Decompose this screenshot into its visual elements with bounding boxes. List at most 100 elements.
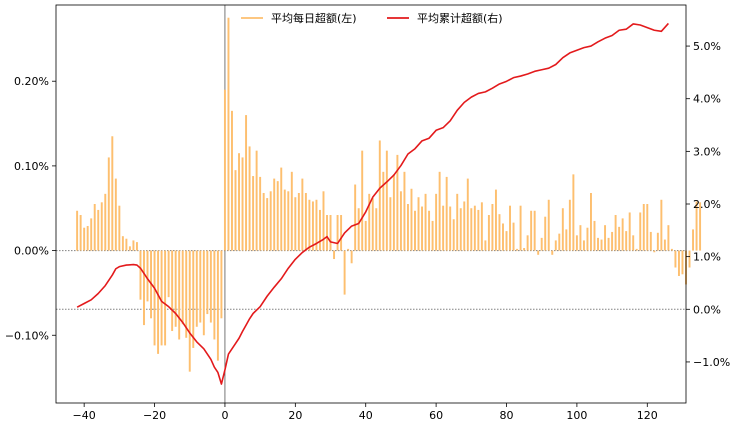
bar-day-134: [695, 201, 698, 251]
bar-day-117: [635, 248, 638, 251]
bar-day-126: [667, 225, 670, 251]
bar-day--28: [125, 238, 128, 251]
bar-day-127: [670, 248, 673, 251]
bar-day--2: [216, 250, 219, 361]
bar-day--38: [90, 218, 93, 251]
bar-day-121: [649, 231, 652, 251]
bar-day-57: [424, 193, 427, 251]
bar-day-31: [333, 250, 336, 260]
y-right-tick-label-5: 4.0%: [693, 93, 721, 106]
y-left-axis-ticks: −0.10% 0.00% 0.10% 0.20%: [5, 75, 56, 342]
bar-day--42: [76, 210, 79, 251]
bar-day-112: [618, 226, 621, 251]
bar-day-20: [294, 197, 297, 251]
bar-day--37: [93, 204, 96, 251]
bar-day-11: [262, 192, 265, 251]
bar-day-81: [509, 205, 511, 251]
bar-day--39: [86, 226, 89, 251]
bar-day-133: [692, 229, 695, 251]
bar-day-54: [414, 210, 416, 251]
bar-day-92: [547, 199, 550, 251]
x-tick-label-3: 20: [288, 409, 302, 422]
y-right-tick-label-1: 0.0%: [693, 303, 721, 316]
bar-day-4: [238, 153, 240, 251]
bar-day--32: [111, 136, 114, 251]
x-tick-label-1: −20: [143, 409, 166, 422]
bar-day-97: [565, 229, 568, 251]
bar-day--33: [107, 157, 110, 251]
bar-day--36: [97, 209, 100, 251]
bar-day-68: [463, 201, 466, 251]
bar-day-18: [287, 191, 290, 251]
bar-day-106: [597, 237, 599, 251]
bar-day-29: [326, 215, 328, 251]
bar-day-123: [656, 232, 659, 251]
bar-day--6: [202, 250, 205, 336]
y-right-tick-label-4: 3.0%: [693, 145, 721, 158]
bar-day-64: [449, 206, 452, 251]
bar-day-88: [533, 210, 536, 251]
x-tick-label-5: 60: [429, 409, 443, 422]
bar-day-96: [561, 208, 564, 251]
bar-day-95: [558, 233, 561, 251]
bar-day--27: [128, 246, 131, 251]
bar-day-49: [396, 154, 399, 251]
y-left-tick-label-1: 0.00%: [14, 245, 49, 258]
bar-day-62: [442, 205, 445, 251]
bar-day-93: [551, 250, 554, 255]
bar-day--22: [146, 250, 149, 302]
bar-day--4: [209, 250, 212, 323]
bar-day-44: [378, 140, 381, 251]
bar-day-132: [688, 250, 691, 268]
legend: 平均每日超额(左) 平均累计超额(右): [241, 11, 503, 25]
bar-day-3: [234, 170, 237, 251]
bar-day-60: [435, 193, 438, 251]
bar-day--29: [121, 236, 124, 251]
bar-day-119: [642, 204, 645, 251]
bar-day-98: [568, 199, 571, 251]
bar-day--41: [79, 215, 82, 251]
bar-day-73: [480, 202, 483, 251]
bar-series: [76, 17, 702, 372]
bar-day-13: [269, 191, 272, 251]
bar-day-56: [421, 206, 424, 251]
bar-day-130: [681, 250, 684, 275]
bar-day-5: [241, 157, 244, 251]
bar-day-102: [582, 240, 585, 251]
y-right-tick-label-0: −1.0%: [693, 356, 730, 369]
bar-day-48: [392, 174, 395, 251]
x-tick-label-6: 80: [500, 409, 514, 422]
bar-day-80: [505, 231, 508, 251]
bar-day-125: [663, 239, 666, 251]
bar-day-75: [487, 215, 490, 251]
bar-day-87: [530, 210, 533, 251]
bar-day-114: [625, 231, 628, 251]
bar-day-129: [677, 250, 680, 276]
bar-day-61: [438, 171, 441, 251]
bar-day-26: [315, 199, 318, 251]
bar-day-53: [410, 188, 413, 251]
bar-day-135: [699, 202, 702, 251]
bar-day-113: [621, 218, 624, 251]
bar-day--1: [220, 250, 223, 319]
bar-day-24: [308, 199, 311, 251]
bar-day-86: [526, 235, 529, 251]
x-tick-label-2: 0: [221, 409, 228, 422]
bar-day-43: [375, 208, 378, 251]
y-right-tick-label-3: 2.0%: [693, 198, 721, 211]
bar-day-89: [537, 250, 540, 255]
bar-day--26: [132, 240, 135, 251]
bar-day-7: [248, 146, 251, 251]
bar-day-35: [347, 248, 350, 251]
bar-day--40: [83, 227, 86, 251]
bar-day-46: [385, 150, 388, 251]
bar-day-10: [259, 176, 262, 251]
x-axis-ticks: −40 −20 0 20 40 60 80 100 120: [73, 403, 658, 422]
bar-day-104: [590, 192, 592, 251]
bar-day-36: [350, 250, 353, 264]
bar-day-74: [484, 240, 487, 251]
bar-day--7: [199, 250, 202, 323]
bar-day-111: [614, 215, 617, 251]
bar-day--9: [192, 250, 195, 348]
